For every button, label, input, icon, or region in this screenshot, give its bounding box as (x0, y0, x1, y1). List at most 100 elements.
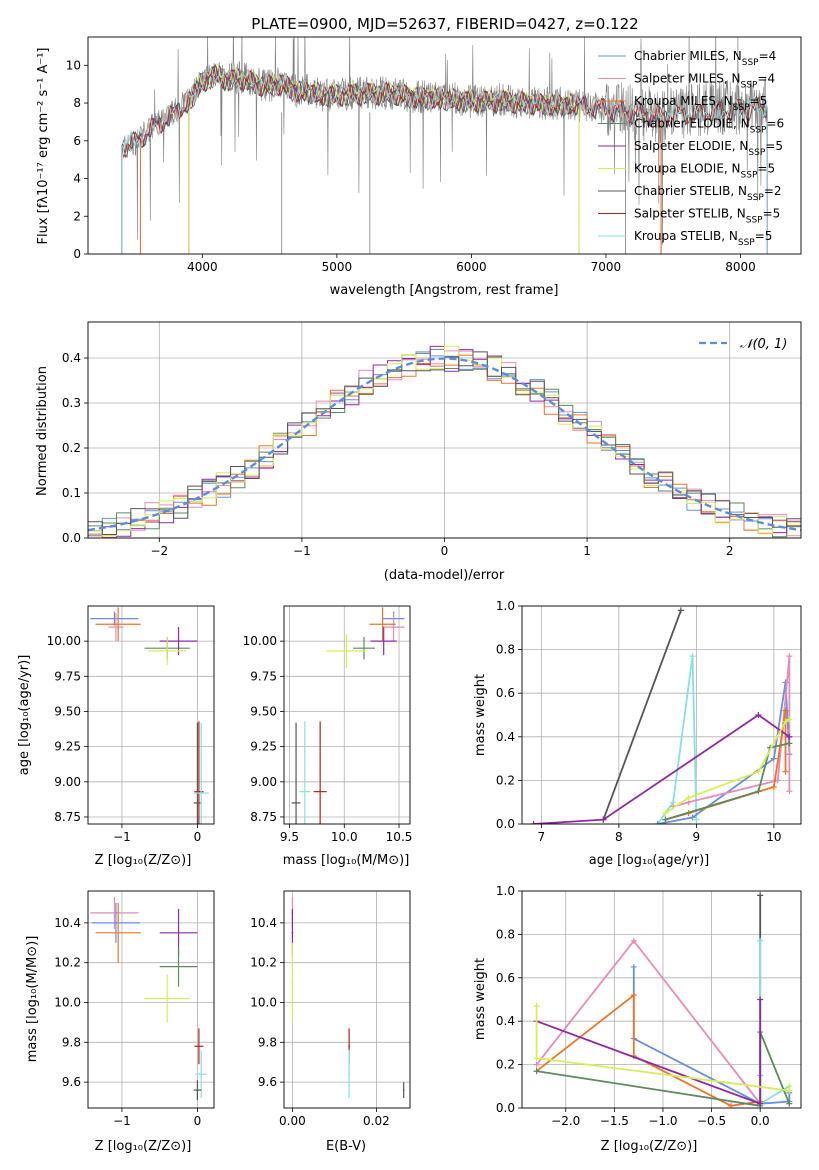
y-tick-label: 0.4 (62, 351, 81, 365)
x-tick-label: 0.02 (363, 1114, 390, 1128)
errorbar-point (95, 607, 141, 642)
weight-marker (755, 788, 762, 795)
residuals-ylabel: Normed distribution (35, 366, 50, 496)
weight-lines (530, 607, 793, 824)
y-tick-label: 8.75 (250, 810, 277, 824)
weight-marker (530, 821, 537, 824)
weight-marker (757, 1100, 764, 1107)
errorbar-point (90, 896, 139, 929)
weight-marker (630, 992, 637, 999)
errorbar-points (291, 896, 405, 1099)
residuals-xlabel: (data-model)/error (384, 568, 505, 583)
legend-label: Kroupa ELODIE, NSSP=5 (634, 162, 775, 181)
x-tick-label: 10.5 (386, 830, 413, 844)
x-tick-label: 8 (615, 830, 623, 844)
spectrum-title: PLATE=0900, MJD=52637, FIBERID=0427, z=0… (251, 15, 638, 33)
x-tick-label: −1.0 (648, 1114, 677, 1128)
legend-label: Salpeter ELODIE, NSSP=5 (634, 139, 783, 158)
y-tick-label: 9.25 (250, 740, 277, 754)
weight-marker (786, 716, 793, 723)
legend-label: Salpeter MILES, NSSP=4 (634, 72, 775, 91)
errorbar-point (291, 942, 294, 1023)
axes-frame (87, 36, 802, 255)
spectrum-panel: PLATE=0900, MJD=52637, FIBERID=0427, z=0… (36, 15, 802, 298)
axes-frame (87, 890, 215, 1109)
y-tick-label: 0.2 (62, 441, 81, 455)
y-tick-label: 2 (73, 209, 81, 223)
x-tick-label: 10 (766, 830, 781, 844)
y-tick-label: 8 (73, 96, 81, 110)
weight-marker (662, 816, 669, 823)
mass-vs-metallicity-panel: −1 0 9.6 9.8 10.0 10.2 10.4 (54, 890, 215, 1128)
weight-vs-Z-xlabel: Z [log₁₀(Z/Z⊙)] (601, 1139, 698, 1154)
age-vs-mass-panel: 9.5 10.0 10.5 8.75 9.00 9.25 9.50 9.75 10.00 (243, 605, 413, 844)
y-tick-label: 0.8 (496, 643, 515, 657)
y-tick-label: 10.00 (243, 634, 277, 648)
spectrum-xlabel: wavelength [Angstrom, rest frame] (330, 283, 559, 298)
weight-marker (782, 718, 789, 725)
weight-marker (757, 996, 764, 1003)
axes-frame (283, 890, 411, 1109)
weight-marker (533, 1055, 540, 1062)
y-tick-label: 10.2 (250, 956, 277, 970)
y-tick-label: 0.4 (496, 730, 515, 744)
errorbar-point (313, 721, 327, 824)
weight-marker (533, 1003, 540, 1010)
errorbar-point (194, 721, 204, 824)
y-tick-label: 4 (73, 172, 81, 186)
errorbar-point (299, 721, 311, 824)
weight-marker (786, 733, 793, 740)
x-tick-label: 0.0 (751, 1114, 770, 1128)
age-vs-metallicity-panel: −1 0 8.75 9.00 9.25 9.50 9.75 10.00 (47, 605, 215, 844)
x-tick-label: 4000 (187, 260, 218, 274)
weight-vs-age-xlabel: age [log₁₀(age/yr)] (589, 853, 710, 868)
x-tick-label: 8000 (725, 260, 756, 274)
weight-marker (786, 1083, 793, 1090)
axes-frame (87, 605, 215, 825)
y-tick-label: 9.75 (54, 669, 81, 683)
y-tick-label: 10.4 (54, 916, 81, 930)
errorbar-point (291, 722, 301, 824)
weight-marker (677, 607, 684, 614)
errorbar-points (90, 896, 208, 1101)
axes-frame (521, 890, 802, 1109)
errorbar-point (193, 1080, 202, 1101)
y-tick-label: 9.25 (54, 740, 81, 754)
weight-marker (757, 892, 764, 899)
legend-label: Kroupa MILES, NSSP=5 (634, 94, 767, 113)
errorbar-point (369, 607, 396, 642)
weight-marker (786, 1100, 793, 1107)
y-tick-label: 0.0 (496, 817, 515, 831)
x-tick-label: −1.5 (600, 1114, 629, 1128)
weight-vs-Z-ylabel: mass weight (473, 958, 488, 1040)
data-spectrum-line (121, 37, 768, 240)
weight-marker (755, 712, 762, 718)
y-tick-label: 1.0 (496, 599, 515, 613)
weight-marker (782, 707, 789, 714)
x-tick-label: −1 (293, 544, 311, 558)
weight-marker (630, 937, 637, 944)
x-tick-label: 6000 (456, 260, 487, 274)
y-tick-label: 9.75 (250, 669, 277, 683)
weight-marker (533, 1061, 540, 1068)
y-tick-label: 9.00 (250, 775, 277, 789)
age-vs-mass-xlabel: mass [log₁₀(M/M⊙)] (283, 853, 410, 868)
residuals-plot-area: −2 −1 0 1 2 0.0 0.1 0.2 0.3 0.4 (62, 321, 802, 558)
weight-marker (782, 768, 789, 775)
errorbar-point (382, 613, 405, 642)
errorbar-point (348, 1050, 350, 1099)
weight-line (602, 610, 682, 820)
normal-curve (88, 357, 801, 532)
errorbar-point (353, 636, 375, 660)
errorbar-point (326, 634, 367, 668)
y-tick-label: 9.6 (62, 1075, 81, 1089)
errorbar-point (402, 1082, 405, 1099)
legend-label: Chabrier MILES, NSSP=4 (634, 49, 776, 68)
x-tick-label: 5000 (322, 260, 353, 274)
y-tick-label: 0.2 (496, 773, 515, 787)
age-vs-Z-ylabel: age [log₁₀(age/yr)] (17, 655, 32, 776)
residuals-panel: −2 −1 0 1 2 0.0 0.1 0.2 0.3 0.4 𝒩(0, 1) (data-mod… (35, 321, 802, 583)
axes-frame (521, 605, 802, 825)
weight-marker (786, 653, 793, 660)
